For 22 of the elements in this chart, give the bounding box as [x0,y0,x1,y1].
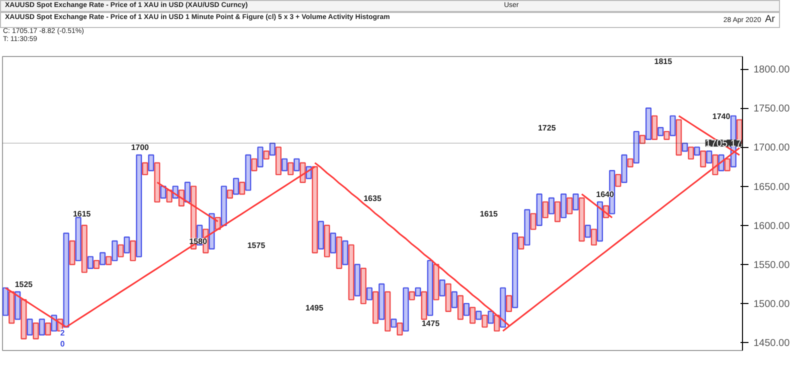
annotation: 1615 [72,210,92,219]
annotation: 1635 [364,194,382,204]
annotation: 1475 [422,319,440,328]
annotation: 1640 [596,190,614,200]
annotation: 1740 [712,112,731,121]
annotation: 1575 [247,240,266,250]
y-tick-label: 1700.00 [754,142,790,154]
annotation: 1815 [654,57,673,66]
y2-axis-title: Ar [765,14,775,25]
y-tick-label: 1750.00 [754,104,790,115]
y-tick-label: 1800.00 [754,64,790,76]
y-tick-label: 1450.00 [754,338,790,350]
annotation: 2 0 [60,328,66,348]
annotation: 1525 [14,280,34,290]
annotation: 1700 [131,143,150,152]
y-tick-label: 1500.00 [754,299,790,310]
y-tick-label: 1600.00 [754,220,790,232]
annotation: 1725 [538,124,556,133]
annotation: 1615 [480,210,498,219]
y-tick-label: 1650.00 [754,182,790,193]
y-tick-label: 1550.00 [754,260,790,271]
annotation: 1495 [305,303,324,312]
